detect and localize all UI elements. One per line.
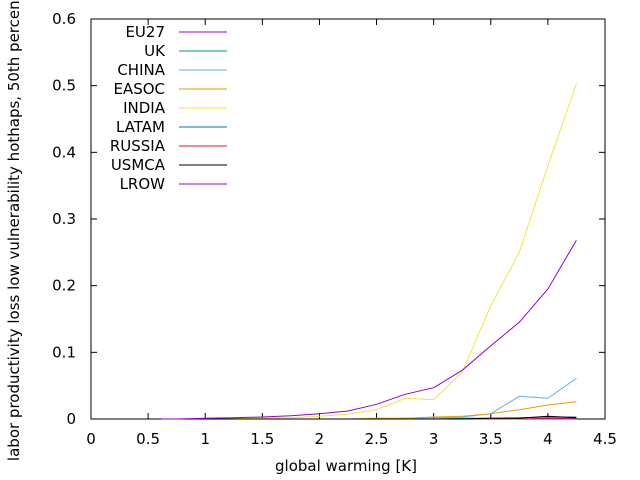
x-tick-label: 0.5: [136, 430, 160, 448]
y-tick-label: 0.1: [52, 343, 76, 361]
series-line-usmca: [161, 415, 577, 420]
x-axis-title: global warming [K]: [275, 457, 417, 475]
x-tick-label: 2: [315, 430, 325, 448]
legend-label-uk: UK: [144, 42, 166, 60]
x-tick-label: 4.5: [593, 430, 617, 448]
x-tick-labels: 0 0.5 1 1.5 2 2.5 3 3.5 4 4.5: [86, 430, 617, 448]
y-tick-label: 0.6: [52, 10, 76, 28]
series-line-india: [161, 83, 577, 420]
y-tick-label: 0.4: [52, 143, 76, 161]
y-tick-label: 0: [66, 410, 76, 428]
legend-label-easoc: EASOC: [113, 80, 165, 98]
plot-frame: [90, 18, 606, 420]
tick-marks: [90, 18, 606, 420]
series-line-easoc: [161, 401, 577, 420]
legend-label-lrow: LROW: [120, 175, 166, 193]
legend-label-china: CHINA: [117, 61, 165, 79]
x-tick-label: 1.5: [250, 430, 274, 448]
x-tick-label: 0: [86, 430, 96, 448]
series-line-lrow: [161, 240, 577, 420]
x-tick-label: 4: [543, 430, 553, 448]
x-tick-label: 2.5: [365, 430, 389, 448]
legend-label-latam: LATAM: [116, 118, 165, 136]
legend-label-india: INDIA: [123, 99, 166, 117]
y-axis-title: labor productivity loss low vulnerabilit…: [5, 0, 23, 461]
y-tick-label: 0.2: [52, 277, 76, 295]
series-line-china: [161, 377, 577, 420]
y-tick-labels: 0 0.1 0.2 0.3 0.4 0.5 0.6: [52, 10, 76, 428]
series-lines: [161, 83, 577, 420]
y-tick-label: 0.5: [52, 77, 76, 95]
y-tick-label: 0.3: [52, 210, 76, 228]
x-tick-label: 1: [200, 430, 210, 448]
legend: EU27UKCHINAEASOCINDIALATAMRUSSIAUSMCALRO…: [110, 23, 227, 193]
legend-label-russia: RUSSIA: [110, 137, 166, 155]
x-tick-label: 3: [429, 430, 439, 448]
legend-label-eu27: EU27: [125, 23, 165, 41]
x-tick-label: 3.5: [479, 430, 503, 448]
legend-label-usmca: USMCA: [111, 156, 166, 174]
